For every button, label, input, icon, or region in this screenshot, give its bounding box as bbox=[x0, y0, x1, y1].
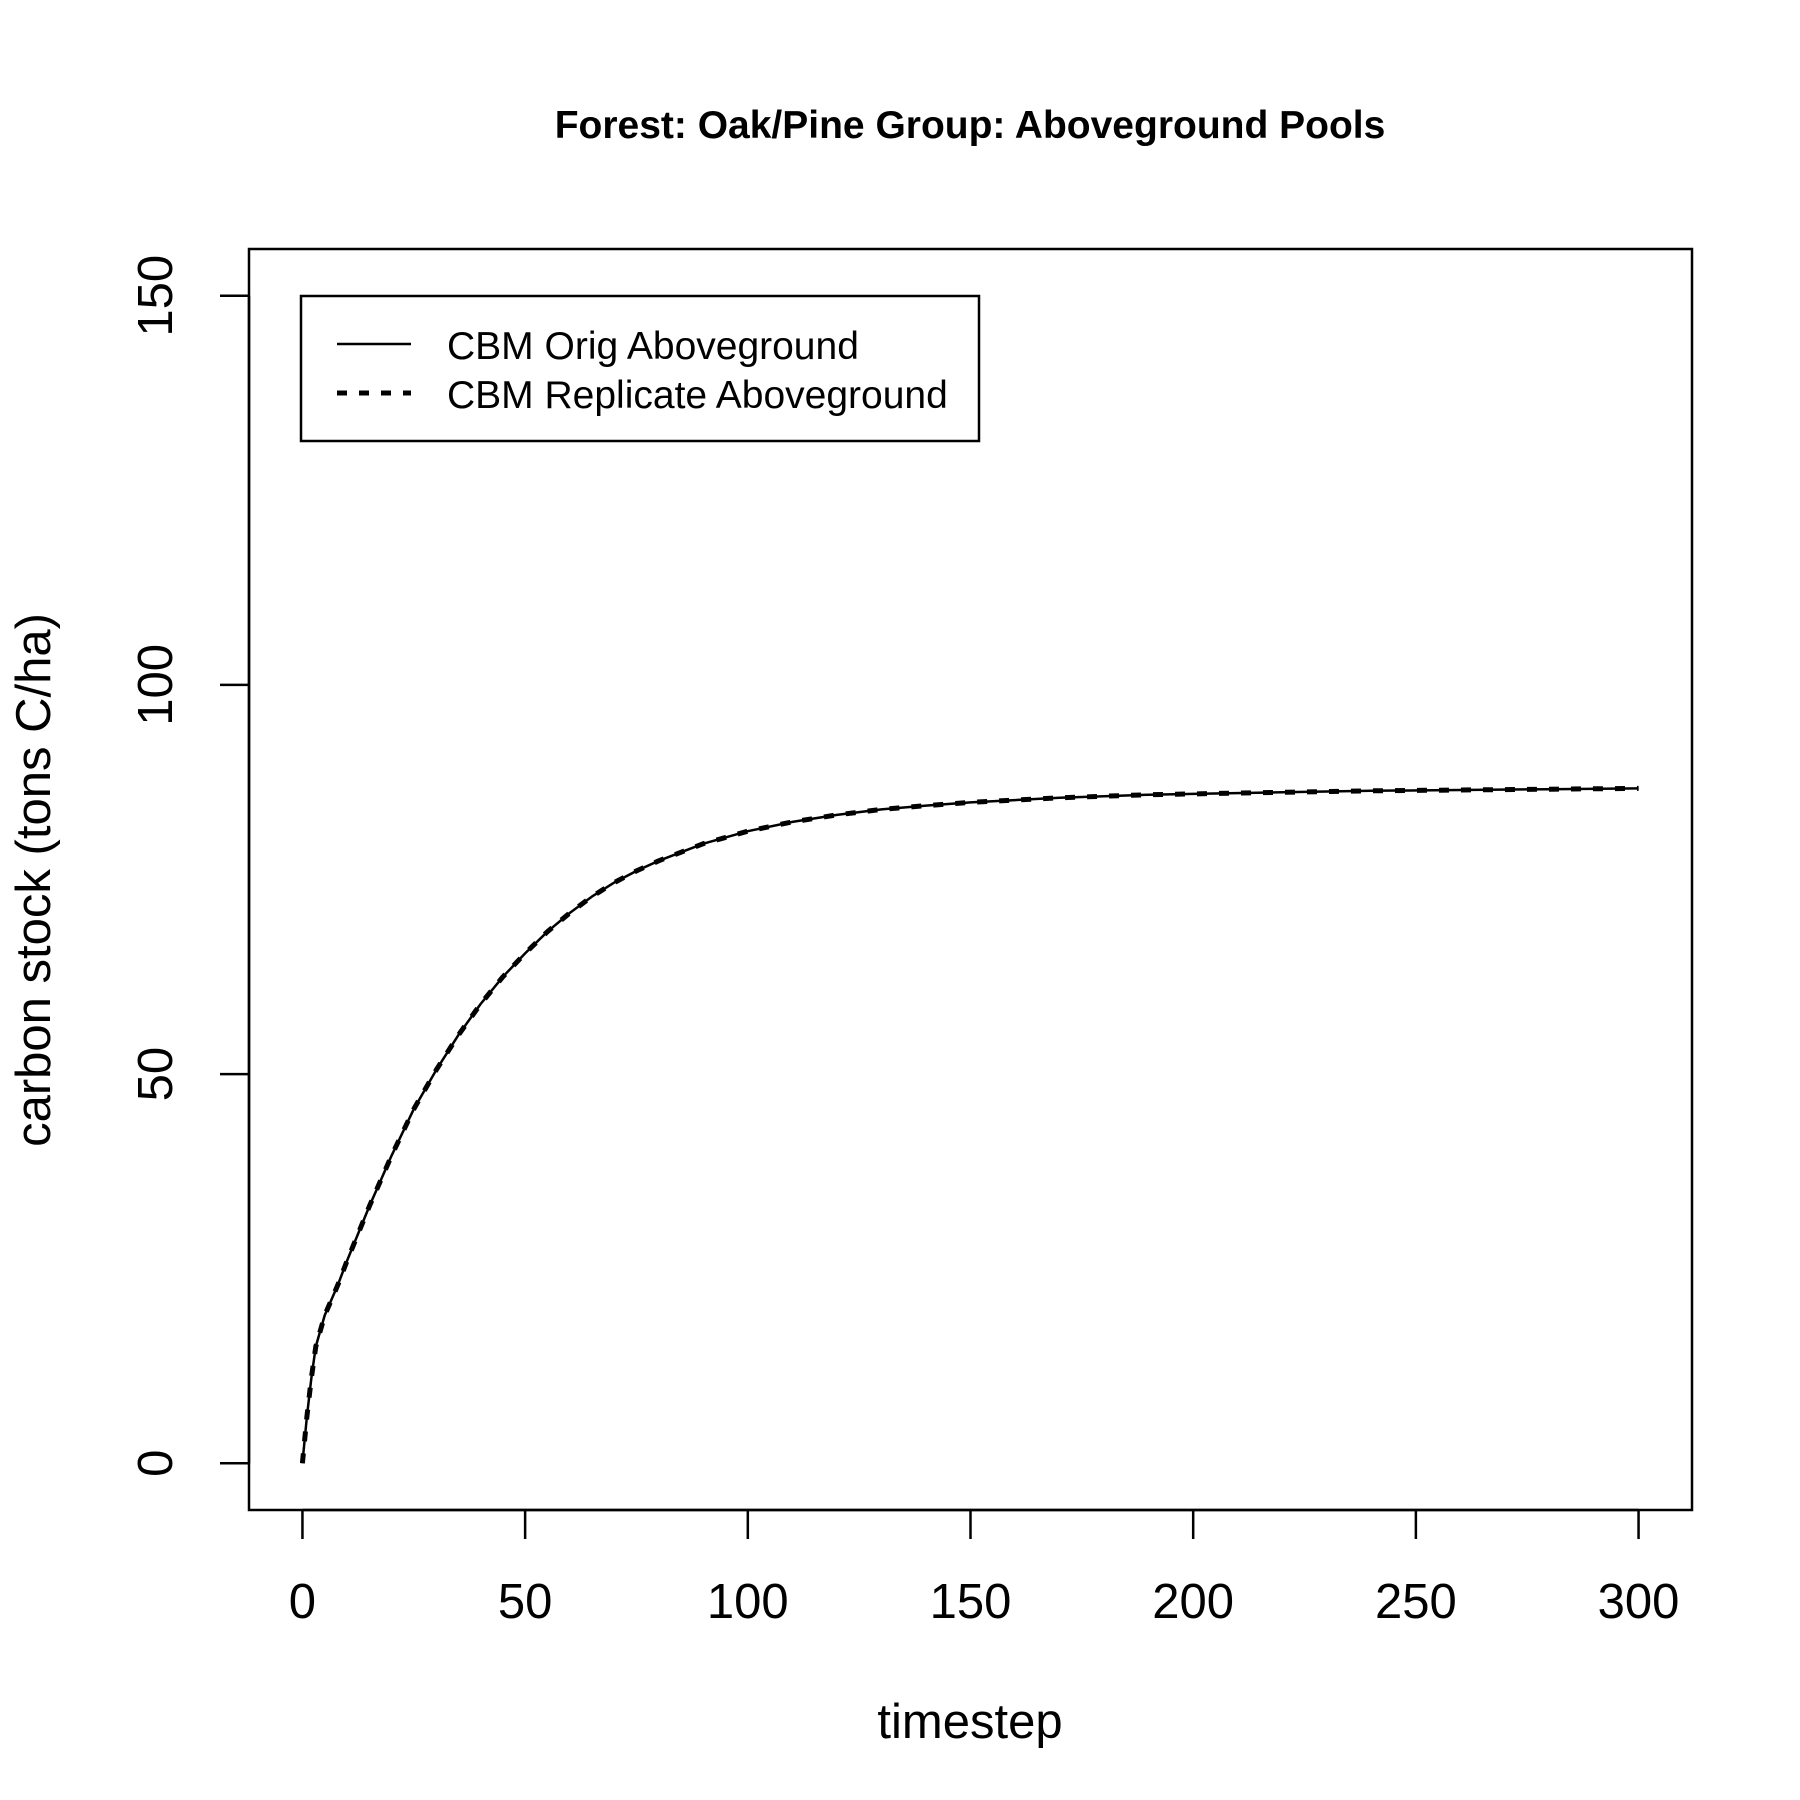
series-layer bbox=[299, 785, 1639, 1464]
series-line-replicate bbox=[299, 785, 1639, 1464]
x-tick-label: 250 bbox=[1375, 1575, 1457, 1629]
y-axis: 0 50 100 150 bbox=[129, 255, 251, 1477]
x-tick-label: 200 bbox=[1152, 1575, 1234, 1629]
x-tick-label: 300 bbox=[1598, 1575, 1680, 1629]
legend: CBM Orig Aboveground CBM Replicate Above… bbox=[299, 294, 981, 443]
x-axis: 0 50 100 150 200 250 300 bbox=[289, 1508, 1680, 1629]
y-tick-label: 100 bbox=[129, 644, 183, 726]
x-tick-label: 50 bbox=[498, 1575, 553, 1629]
y-tick-label: 50 bbox=[129, 1047, 183, 1102]
chart-title: Forest: Oak/Pine Group: Aboveground Pool… bbox=[555, 104, 1386, 147]
y-tick-label: 0 bbox=[129, 1450, 183, 1477]
legend-label-replicate: CBM Replicate Aboveground bbox=[447, 374, 948, 417]
x-axis-label: timestep bbox=[877, 1695, 1062, 1749]
legend-label-orig: CBM Orig Aboveground bbox=[447, 325, 859, 368]
x-tick-label: 100 bbox=[707, 1575, 789, 1629]
legend-box bbox=[299, 294, 981, 443]
y-tick-label: 150 bbox=[129, 255, 183, 337]
x-tick-label: 150 bbox=[930, 1575, 1012, 1629]
x-tick-label: 0 bbox=[289, 1575, 316, 1629]
y-axis-label: carbon stock (tons C/ha) bbox=[7, 613, 61, 1147]
series-line-orig bbox=[301, 787, 1639, 1464]
